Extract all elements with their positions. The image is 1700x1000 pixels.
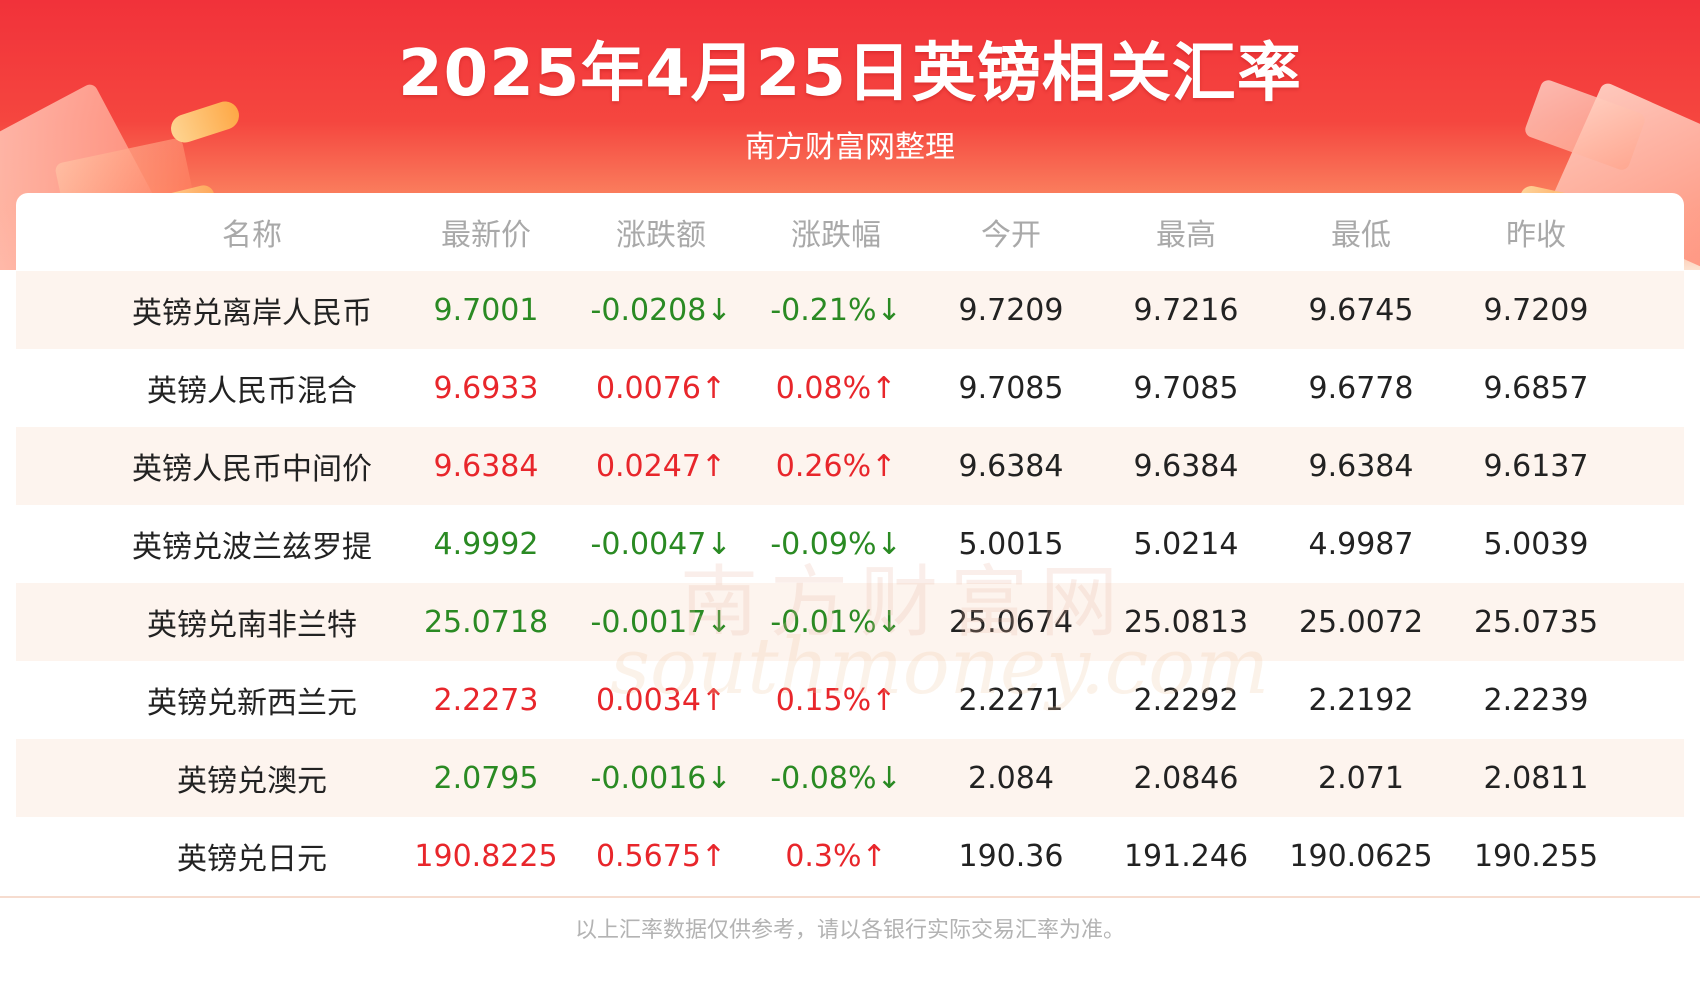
change-amount: 0.5675↑ bbox=[576, 817, 746, 895]
low-price: 25.0072 bbox=[1276, 583, 1446, 661]
change-amount: -0.0208↓ bbox=[576, 271, 746, 349]
latest-price: 2.2273 bbox=[401, 661, 571, 739]
page-subtitle: 南方财富网整理 bbox=[0, 122, 1700, 166]
prev-close-price: 9.6857 bbox=[1451, 349, 1621, 427]
disclaimer-note: 以上汇率数据仅供参考，请以各银行实际交易汇率为准。 bbox=[0, 912, 1700, 944]
high-price: 5.0214 bbox=[1101, 505, 1271, 583]
prev-close-price: 5.0039 bbox=[1451, 505, 1621, 583]
rate-name: 英镑兑南非兰特 bbox=[142, 583, 362, 661]
column-header-change: 涨跌额 bbox=[576, 193, 746, 271]
low-price: 4.9987 bbox=[1276, 505, 1446, 583]
change-amount: 0.0247↑ bbox=[576, 427, 746, 505]
change-amount: 0.0076↑ bbox=[576, 349, 746, 427]
rate-name: 英镑兑新西兰元 bbox=[142, 661, 362, 739]
high-price: 2.2292 bbox=[1101, 661, 1271, 739]
column-header-prev-close: 昨收 bbox=[1451, 193, 1621, 271]
low-price: 2.071 bbox=[1276, 739, 1446, 817]
change-amount: -0.0016↓ bbox=[576, 739, 746, 817]
rate-name: 英镑人民币中间价 bbox=[142, 427, 362, 505]
column-header-change-pct: 涨跌幅 bbox=[751, 193, 921, 271]
table-row: 英镑兑新西兰元 2.2273 0.0034↑ 0.15%↑ 2.2271 2.2… bbox=[16, 661, 1684, 739]
prev-close-price: 9.6137 bbox=[1451, 427, 1621, 505]
table-row: 英镑人民币中间价 9.6384 0.0247↑ 0.26%↑ 9.6384 9.… bbox=[16, 427, 1684, 505]
column-header-open: 今开 bbox=[926, 193, 1096, 271]
change-percent: 0.15%↑ bbox=[751, 661, 921, 739]
low-price: 190.0625 bbox=[1276, 817, 1446, 895]
change-percent: 0.26%↑ bbox=[751, 427, 921, 505]
table-header-row: 名称 最新价 涨跌额 涨跌幅 今开 最高 最低 昨收 bbox=[16, 193, 1684, 271]
change-amount: -0.0047↓ bbox=[576, 505, 746, 583]
table-row: 英镑人民币混合 9.6933 0.0076↑ 0.08%↑ 9.7085 9.7… bbox=[16, 349, 1684, 427]
rate-name: 英镑人民币混合 bbox=[142, 349, 362, 427]
high-price: 9.7216 bbox=[1101, 271, 1271, 349]
low-price: 9.6384 bbox=[1276, 427, 1446, 505]
prev-close-price: 2.0811 bbox=[1451, 739, 1621, 817]
latest-price: 25.0718 bbox=[401, 583, 571, 661]
high-price: 9.7085 bbox=[1101, 349, 1271, 427]
high-price: 2.0846 bbox=[1101, 739, 1271, 817]
table-row: 英镑兑日元 190.8225 0.5675↑ 0.3%↑ 190.36 191.… bbox=[16, 817, 1684, 895]
table-row: 英镑兑南非兰特 25.0718 -0.0017↓ -0.01%↓ 25.0674… bbox=[16, 583, 1684, 661]
latest-price: 9.6384 bbox=[401, 427, 571, 505]
change-percent: 0.3%↑ bbox=[751, 817, 921, 895]
column-header-latest: 最新价 bbox=[401, 193, 571, 271]
low-price: 2.2192 bbox=[1276, 661, 1446, 739]
high-price: 25.0813 bbox=[1101, 583, 1271, 661]
latest-price: 2.0795 bbox=[401, 739, 571, 817]
footer-divider bbox=[0, 896, 1700, 898]
latest-price: 9.7001 bbox=[401, 271, 571, 349]
latest-price: 190.8225 bbox=[401, 817, 571, 895]
latest-price: 9.6933 bbox=[401, 349, 571, 427]
column-header-name: 名称 bbox=[142, 193, 362, 271]
change-percent: -0.09%↓ bbox=[751, 505, 921, 583]
change-amount: 0.0034↑ bbox=[576, 661, 746, 739]
change-percent: -0.21%↓ bbox=[751, 271, 921, 349]
table-row: 英镑兑波兰兹罗提 4.9992 -0.0047↓ -0.09%↓ 5.0015 … bbox=[16, 505, 1684, 583]
change-percent: 0.08%↑ bbox=[751, 349, 921, 427]
table-body: 英镑兑离岸人民币 9.7001 -0.0208↓ -0.21%↓ 9.7209 … bbox=[16, 271, 1684, 895]
rates-table: 名称 最新价 涨跌额 涨跌幅 今开 最高 最低 昨收 英镑兑离岸人民币 9.70… bbox=[16, 193, 1684, 897]
change-percent: -0.08%↓ bbox=[751, 739, 921, 817]
column-header-low: 最低 bbox=[1276, 193, 1446, 271]
rate-name: 英镑兑离岸人民币 bbox=[142, 271, 362, 349]
high-price: 9.6384 bbox=[1101, 427, 1271, 505]
rate-name: 英镑兑波兰兹罗提 bbox=[142, 505, 362, 583]
table-row: 英镑兑澳元 2.0795 -0.0016↓ -0.08%↓ 2.084 2.08… bbox=[16, 739, 1684, 817]
prev-close-price: 9.7209 bbox=[1451, 271, 1621, 349]
open-price: 5.0015 bbox=[926, 505, 1096, 583]
open-price: 9.7085 bbox=[926, 349, 1096, 427]
rate-name: 英镑兑日元 bbox=[142, 817, 362, 895]
low-price: 9.6745 bbox=[1276, 271, 1446, 349]
table-row: 英镑兑离岸人民币 9.7001 -0.0208↓ -0.21%↓ 9.7209 … bbox=[16, 271, 1684, 349]
high-price: 191.246 bbox=[1101, 817, 1271, 895]
open-price: 2.084 bbox=[926, 739, 1096, 817]
low-price: 9.6778 bbox=[1276, 349, 1446, 427]
prev-close-price: 2.2239 bbox=[1451, 661, 1621, 739]
change-percent: -0.01%↓ bbox=[751, 583, 921, 661]
open-price: 9.7209 bbox=[926, 271, 1096, 349]
latest-price: 4.9992 bbox=[401, 505, 571, 583]
open-price: 190.36 bbox=[926, 817, 1096, 895]
column-header-high: 最高 bbox=[1101, 193, 1271, 271]
prev-close-price: 190.255 bbox=[1451, 817, 1621, 895]
change-amount: -0.0017↓ bbox=[576, 583, 746, 661]
prev-close-price: 25.0735 bbox=[1451, 583, 1621, 661]
open-price: 9.6384 bbox=[926, 427, 1096, 505]
open-price: 2.2271 bbox=[926, 661, 1096, 739]
open-price: 25.0674 bbox=[926, 583, 1096, 661]
rate-name: 英镑兑澳元 bbox=[142, 739, 362, 817]
page-title: 2025年4月25日英镑相关汇率 bbox=[0, 22, 1700, 114]
